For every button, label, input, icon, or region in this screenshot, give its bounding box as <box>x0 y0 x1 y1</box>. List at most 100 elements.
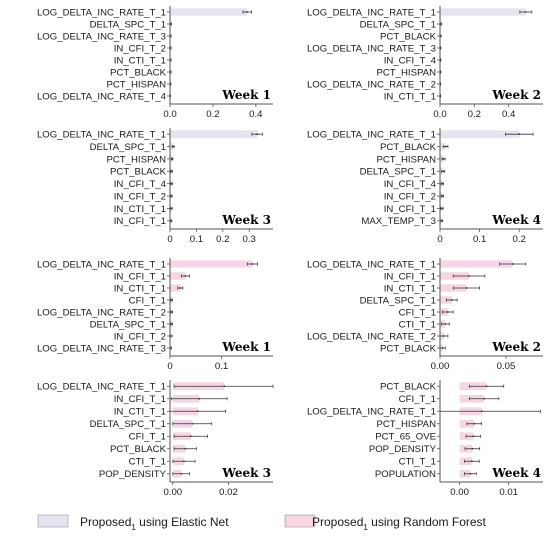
chart-panel: LOG_DELTA_INC_RATE_T_1DELTA_SPC_T_1PCT_H… <box>37 128 273 245</box>
y-tick-label: PCT_HISPAN <box>376 67 436 78</box>
week-label: Week 4 <box>491 466 541 480</box>
y-tick-label: POP_DENSITY <box>369 444 437 455</box>
x-tick-label: 0.00 <box>431 361 450 372</box>
bar <box>170 284 181 292</box>
x-tick-label: 0.00 <box>450 487 469 498</box>
point-marker <box>473 422 476 425</box>
y-tick-label: LOG_DELTA_INC_RATE_T_1 <box>37 7 166 18</box>
y-tick-label: IN_CTI_T_1 <box>114 204 166 215</box>
point-marker <box>223 385 226 388</box>
point-marker <box>180 472 183 475</box>
point-marker <box>191 422 194 425</box>
y-tick-label: IN_CFI_T_4 <box>384 179 437 190</box>
y-tick-label: IN_CTI_T_1 <box>114 55 166 66</box>
point-marker <box>441 195 444 197</box>
y-tick-label: LOG_DELTA_INC_RATE_T_3 <box>37 343 166 354</box>
y-tick-label: PCT_BLACK <box>380 31 437 42</box>
y-tick-label: DELTA_SPC_T_1 <box>360 167 436 178</box>
x-tick-label: 0.0 <box>433 109 446 120</box>
x-tick-label: 0.2 <box>468 109 481 120</box>
point-marker <box>441 182 444 185</box>
x-tick-label: 0.4 <box>502 109 516 120</box>
x-tick-label: 0.1 <box>473 234 486 245</box>
bar <box>440 260 513 268</box>
y-tick-label: IN_CTI_T_1 <box>114 407 166 418</box>
point-marker <box>441 347 444 349</box>
x-tick-label: 0 <box>167 361 172 372</box>
y-tick-label: IN_CTI_T_1 <box>384 283 436 294</box>
point-marker <box>170 195 173 197</box>
point-marker <box>171 158 174 160</box>
y-tick-label: PCT_BLACK <box>110 67 167 78</box>
point-marker <box>480 410 483 413</box>
x-tick-label: 0.05 <box>497 361 516 372</box>
legend-label-random-forest: Proposed1 using Random Forest <box>312 515 487 532</box>
y-tick-label: PCT_BLACK <box>380 142 437 153</box>
week-label: Week 3 <box>221 466 271 480</box>
y-tick-label: CFI_T_1 <box>129 295 166 306</box>
y-tick-label: LOG_DELTA_INC_RATE_T_1 <box>37 382 166 393</box>
point-marker <box>442 170 445 173</box>
point-marker <box>170 219 172 222</box>
point-marker <box>170 170 173 173</box>
legend-swatch-random-forest <box>284 514 316 528</box>
bar <box>440 130 520 139</box>
y-tick-label: IN_CTI_T_1 <box>384 91 436 102</box>
bar <box>440 142 446 151</box>
y-tick-label: CTI_T_1 <box>129 457 166 468</box>
point-marker <box>444 145 447 148</box>
x-tick-label: 0.3 <box>243 234 256 245</box>
point-marker <box>518 133 521 136</box>
legend-swatch-elastic-net <box>37 514 69 528</box>
y-tick-label: CTI_T_1 <box>399 319 436 330</box>
week-label: Week 2 <box>491 88 541 102</box>
y-tick-label: IN_CTI_T_1 <box>114 283 166 294</box>
point-marker <box>441 207 443 210</box>
point-marker <box>170 299 173 301</box>
bar <box>170 8 248 16</box>
point-marker <box>440 23 442 25</box>
point-marker <box>184 447 187 450</box>
legend: Proposed1 using Elastic Net Proposed1 us… <box>37 514 487 532</box>
y-tick-label: IN_CFI_T_1 <box>384 271 436 282</box>
y-tick-label: LOG_DELTA_INC_RATE_T_1 <box>307 130 436 141</box>
x-tick-label: 0.4 <box>249 109 263 120</box>
bar <box>170 130 258 139</box>
y-tick-label: PCT_BLACK <box>110 444 167 455</box>
x-tick-label: 0.0 <box>163 109 176 120</box>
y-tick-label: POPULATION <box>375 469 436 480</box>
y-tick-label: LOG_DELTA_INC_RATE_T_4 <box>37 91 167 102</box>
y-tick-label: LOG_DELTA_INC_RATE_T_2 <box>307 331 436 342</box>
point-marker <box>472 435 475 438</box>
y-tick-label: PCT_BLACK <box>380 382 437 393</box>
y-tick-label: IN_CFI_T_1 <box>384 204 436 215</box>
point-marker <box>170 182 173 185</box>
point-marker <box>170 335 172 337</box>
point-marker <box>483 397 486 400</box>
bar <box>440 296 452 304</box>
week-label: Week 2 <box>491 340 541 354</box>
point-marker <box>184 275 187 277</box>
y-tick-label: PCT_HISPAN <box>376 419 436 430</box>
y-tick-label: IN_CFI_T_1 <box>114 394 166 405</box>
point-marker <box>447 311 449 313</box>
y-tick-label: LOG_DELTA_INC_RATE_T_2 <box>307 79 436 90</box>
x-tick-label: 0 <box>167 234 172 245</box>
x-tick-label: 0 <box>437 234 442 245</box>
y-tick-label: DELTA_SPC_T_1 <box>360 295 436 306</box>
y-tick-label: IN_CFI_T_1 <box>114 271 166 282</box>
point-marker <box>443 335 445 337</box>
point-marker <box>170 207 173 210</box>
point-marker <box>511 263 514 265</box>
point-marker <box>170 311 173 313</box>
point-marker <box>524 11 527 13</box>
week-label: Week 1 <box>221 340 271 354</box>
y-tick-label: PCT_BLACK <box>110 167 167 178</box>
x-tick-label: 0.01 <box>499 487 518 498</box>
legend-label-elastic-net: Proposed1 using Elastic Net <box>80 515 229 532</box>
y-tick-label: DELTA_SPC_T_1 <box>90 19 166 30</box>
week-label: Week 4 <box>491 213 541 227</box>
point-marker <box>172 145 175 148</box>
x-tick-label: 0.1 <box>190 234 203 245</box>
